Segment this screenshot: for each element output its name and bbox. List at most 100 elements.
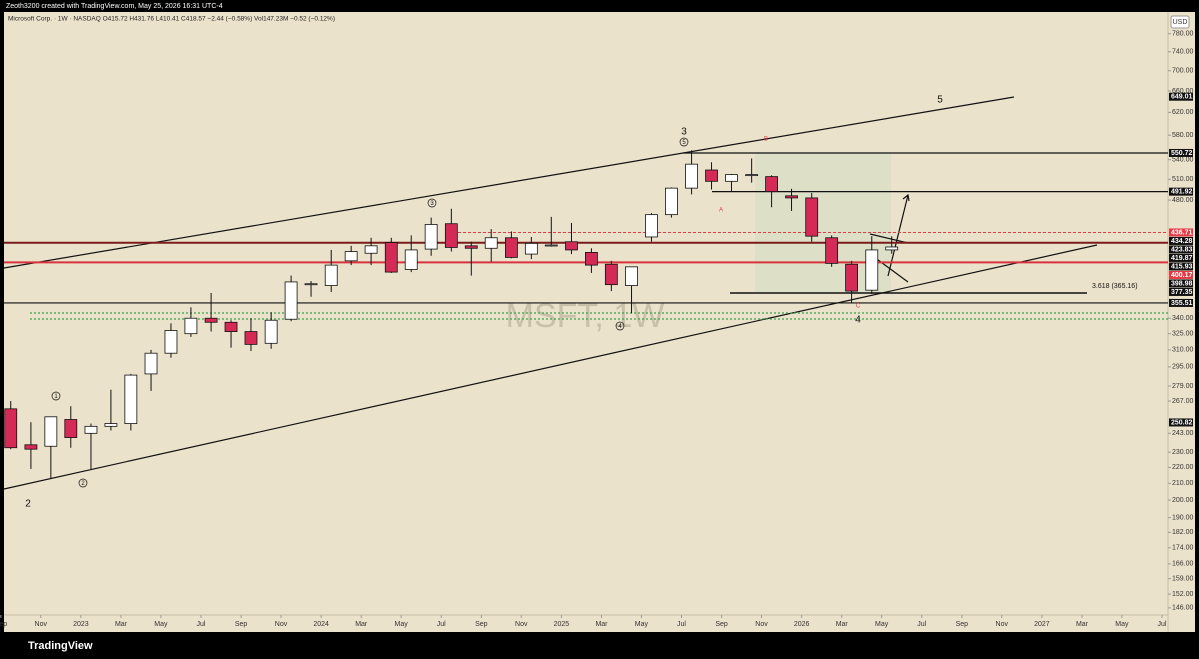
candle-body (765, 176, 778, 193)
candle-body (344, 251, 358, 262)
annotation: 3.618 (365.16) (1092, 283, 1138, 290)
y-tick-label: 210.00 (1172, 480, 1194, 487)
price-tag-label: 355.51 (1171, 300, 1193, 307)
price-tag-label: 419.87 (1171, 255, 1193, 262)
candle-body (885, 246, 899, 251)
y-tick-label: 540.00 (1172, 157, 1194, 164)
wave-label: 1 (54, 394, 58, 400)
candle-body (304, 283, 318, 286)
candle-body (84, 425, 98, 434)
channel-upper (3, 96, 1015, 269)
y-tick-label: 159.00 (1172, 576, 1194, 583)
arrow-head (902, 193, 910, 202)
candle-body (745, 174, 759, 177)
x-tick-label: Nov (515, 621, 528, 628)
x-tick-label: Sep (475, 621, 488, 628)
x-tick-label: May (154, 621, 168, 628)
candle-body (64, 419, 78, 438)
candle-body (104, 423, 118, 427)
x-tick-label: Nov (755, 621, 768, 628)
y-tick-label: 700.00 (1172, 68, 1194, 75)
price-tag-label: 423.83 (1171, 246, 1193, 253)
y-tick-label: 243.00 (1172, 430, 1194, 437)
candle-body (604, 263, 618, 286)
x-tick-label: May (875, 621, 889, 628)
y-tick-label: 510.00 (1172, 176, 1194, 183)
x-tick-label: Jul (917, 621, 926, 628)
annotation: 3 (681, 127, 687, 138)
candle-body (625, 266, 638, 286)
legend: Microsoft Corp. · 1W · NASDAQ O415.72 H4… (8, 16, 335, 23)
y-tick-label: 580.00 (1172, 132, 1194, 139)
x-tick-label: Mar (1076, 621, 1089, 628)
price-tag (1169, 262, 1193, 271)
annotation: B (764, 137, 768, 143)
y-tick-label: 267.00 (1172, 398, 1194, 405)
candle-body (645, 214, 658, 238)
x-tick-label: Jul (677, 621, 686, 628)
y-tick-label: 740.00 (1172, 49, 1194, 56)
y-tick-label: 279.00 (1172, 383, 1194, 390)
y-tick-label: 182.00 (1172, 529, 1194, 536)
y-tick-label: 190.00 (1172, 514, 1194, 521)
candle-body (44, 416, 58, 447)
price-tag (1169, 92, 1193, 101)
candle-body (284, 281, 298, 320)
candle-body (164, 330, 178, 354)
x-tick-label: Sep (715, 621, 728, 628)
candle-body (324, 264, 338, 286)
wave-circle (51, 391, 61, 401)
price-tag (1169, 187, 1193, 196)
x-tick-label: May (1115, 621, 1129, 628)
price-tag-label: 491.92 (1171, 189, 1193, 196)
price-tag (1169, 148, 1193, 157)
price-tag-label: 550.72 (1171, 150, 1193, 157)
price-tag (1169, 245, 1193, 254)
candle-body (565, 241, 578, 251)
candle-body (204, 317, 218, 323)
price-tag (1169, 279, 1193, 288)
y-tick-label: 340.00 (1172, 315, 1194, 322)
annotation: 2 (25, 499, 31, 510)
price-tag-label: 436.71 (1171, 229, 1193, 236)
chart-background (4, 12, 1195, 632)
x-tick-label: Jul (197, 621, 206, 628)
y-tick-label: 152.00 (1172, 591, 1194, 598)
candle-body (785, 195, 798, 199)
x-tick-label: Mar (595, 621, 608, 628)
price-tag-label: 415.93 (1171, 263, 1193, 270)
x-tick-label: Mar (115, 621, 128, 628)
candle-body (805, 197, 819, 237)
price-tag (1169, 298, 1193, 307)
y-tick-label: 230.00 (1172, 449, 1194, 456)
x-tick-label: 2025 (554, 621, 570, 628)
annotation: 5 (937, 95, 943, 106)
candle-body (424, 224, 438, 250)
x-tick-label: Sep (235, 621, 248, 628)
drawings (3, 96, 1168, 490)
y-tick-label: 200.00 (1172, 497, 1194, 504)
wave-label: 5 (682, 140, 686, 146)
price-tag (1169, 287, 1193, 296)
y-tick-label: 295.00 (1172, 364, 1194, 371)
price-tag (1169, 253, 1193, 262)
price-tag-label: 398.98 (1171, 280, 1193, 287)
header: Zeoth3200 created with TradingView.com, … (6, 3, 223, 10)
wave-circle (78, 478, 88, 488)
wave-label: 4 (618, 324, 622, 330)
price-tag-label: 400.17 (1171, 272, 1193, 279)
x-tick-label: Nov (996, 621, 1009, 628)
candle-body (384, 242, 398, 273)
price-tag-label: 434.28 (1171, 238, 1193, 245)
candle-body (825, 237, 839, 264)
candle-body (244, 331, 258, 345)
candle-body (4, 408, 18, 449)
footer-bar (0, 634, 1199, 659)
wave-circle (615, 321, 625, 331)
x-tick-label: 2024 (313, 621, 329, 628)
x-tick-label: Sep (0, 621, 7, 628)
x-tick-label: Jul (1158, 621, 1167, 628)
x-tick-label: 2027 (1034, 621, 1050, 628)
x-tick-label: Nov (275, 621, 288, 628)
candle-body (544, 244, 558, 247)
